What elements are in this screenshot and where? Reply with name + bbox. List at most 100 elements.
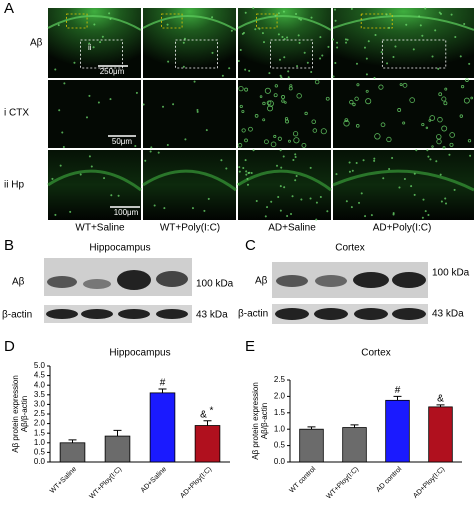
speckle: [343, 120, 350, 127]
speckle: [296, 65, 299, 68]
speckle: [449, 132, 455, 138]
speckle: [280, 76, 283, 79]
scale-bar-label: 50μm: [112, 137, 133, 146]
speckle: [365, 89, 369, 93]
speckle: [442, 145, 446, 149]
speckle: [262, 101, 266, 106]
speckle: [244, 68, 247, 71]
speckle: [426, 149, 429, 152]
inset-box: [161, 13, 183, 29]
speckle: [184, 138, 187, 141]
speckle: [92, 46, 95, 49]
speckle: [244, 138, 248, 143]
bands: [46, 270, 188, 319]
blot: [272, 304, 428, 324]
speckle: [262, 41, 265, 44]
y-tick-label: 1.0: [274, 424, 286, 433]
y-tick-label: 0.5: [274, 441, 286, 450]
error-bar: [113, 429, 122, 437]
error-bar: [350, 424, 359, 428]
speckle: [117, 194, 120, 197]
speckle: [277, 12, 280, 15]
speckle: [244, 87, 249, 92]
speckle: [319, 57, 322, 60]
speckle: [205, 129, 208, 132]
speckle: [134, 144, 137, 147]
speckle: [385, 13, 388, 16]
speckle: [435, 160, 438, 163]
speckle: [402, 82, 408, 88]
speckle: [388, 167, 391, 170]
speckle: [283, 186, 286, 189]
speckle: [237, 183, 240, 186]
speckle: [311, 119, 317, 125]
speckle: [306, 61, 309, 64]
speckle: [99, 41, 102, 44]
error-bar: [68, 439, 77, 443]
speckle: [373, 157, 376, 160]
speckle: [431, 145, 434, 148]
micrograph: [238, 80, 331, 148]
speckle: [397, 108, 402, 112]
speckle: [459, 55, 462, 58]
speckle: [286, 215, 289, 218]
speckle: [335, 173, 338, 176]
tissue-band: [142, 169, 237, 192]
speckle: [246, 183, 249, 186]
speckle: [294, 155, 297, 158]
speckle: [93, 23, 96, 26]
micrograph: [48, 8, 141, 78]
speckle: [382, 177, 385, 180]
speckle: [242, 166, 245, 169]
speckle: [282, 10, 285, 13]
speckle: [88, 155, 91, 158]
speckle: [405, 23, 408, 26]
size-label: 100 kDa: [196, 279, 234, 290]
speckle: [280, 166, 283, 169]
bar: [342, 427, 367, 463]
speckle: [54, 68, 57, 71]
speckle: [399, 83, 403, 86]
speckle: [248, 69, 251, 72]
speckle: [103, 177, 106, 180]
speckle: [443, 101, 448, 106]
speckle: [108, 12, 111, 15]
speckle: [182, 65, 185, 68]
speckle: [463, 97, 470, 104]
speckle: [392, 213, 395, 216]
speckle: [386, 136, 392, 143]
speckle: [183, 37, 186, 40]
speckle: [109, 18, 112, 21]
speckle: [244, 11, 247, 14]
inset-box: [66, 13, 88, 29]
speckle: [295, 174, 298, 177]
speckle: [325, 96, 330, 101]
speckle: [394, 45, 397, 48]
y-tick-label: 0.0: [34, 457, 46, 466]
speckle: [279, 149, 282, 152]
scale-bar-label: 250μm: [100, 67, 125, 76]
speckle: [448, 153, 451, 156]
speckle: [264, 87, 271, 94]
tissue-edge: [47, 15, 142, 31]
y-tick-label: 0.0: [274, 457, 286, 466]
speckle: [267, 100, 274, 107]
speckle: [255, 199, 258, 202]
speckle: [370, 214, 373, 217]
speckle: [150, 146, 153, 149]
speckle: [427, 214, 430, 217]
inset-box: [80, 39, 123, 69]
speckle: [264, 139, 269, 145]
speckle: [356, 83, 360, 87]
micrograph: [238, 150, 331, 220]
speckle: [230, 29, 233, 32]
speckle: [241, 109, 245, 113]
row-label: ii Hp: [4, 180, 24, 191]
speckle: [162, 105, 165, 108]
y-tick-label: 1.0: [34, 438, 46, 447]
column-label: WT+Saline: [75, 223, 125, 234]
panel-title: Cortex: [335, 243, 364, 254]
speckle: [291, 195, 294, 198]
speckle: [211, 51, 214, 54]
